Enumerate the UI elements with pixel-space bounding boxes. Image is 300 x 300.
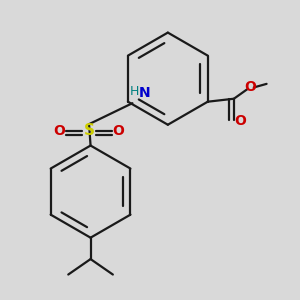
- Text: O: O: [112, 124, 124, 138]
- Text: O: O: [235, 114, 246, 128]
- Text: O: O: [54, 124, 66, 138]
- Text: S: S: [84, 123, 94, 138]
- Text: N: N: [139, 86, 150, 100]
- Text: O: O: [244, 80, 256, 94]
- Text: H: H: [130, 85, 140, 98]
